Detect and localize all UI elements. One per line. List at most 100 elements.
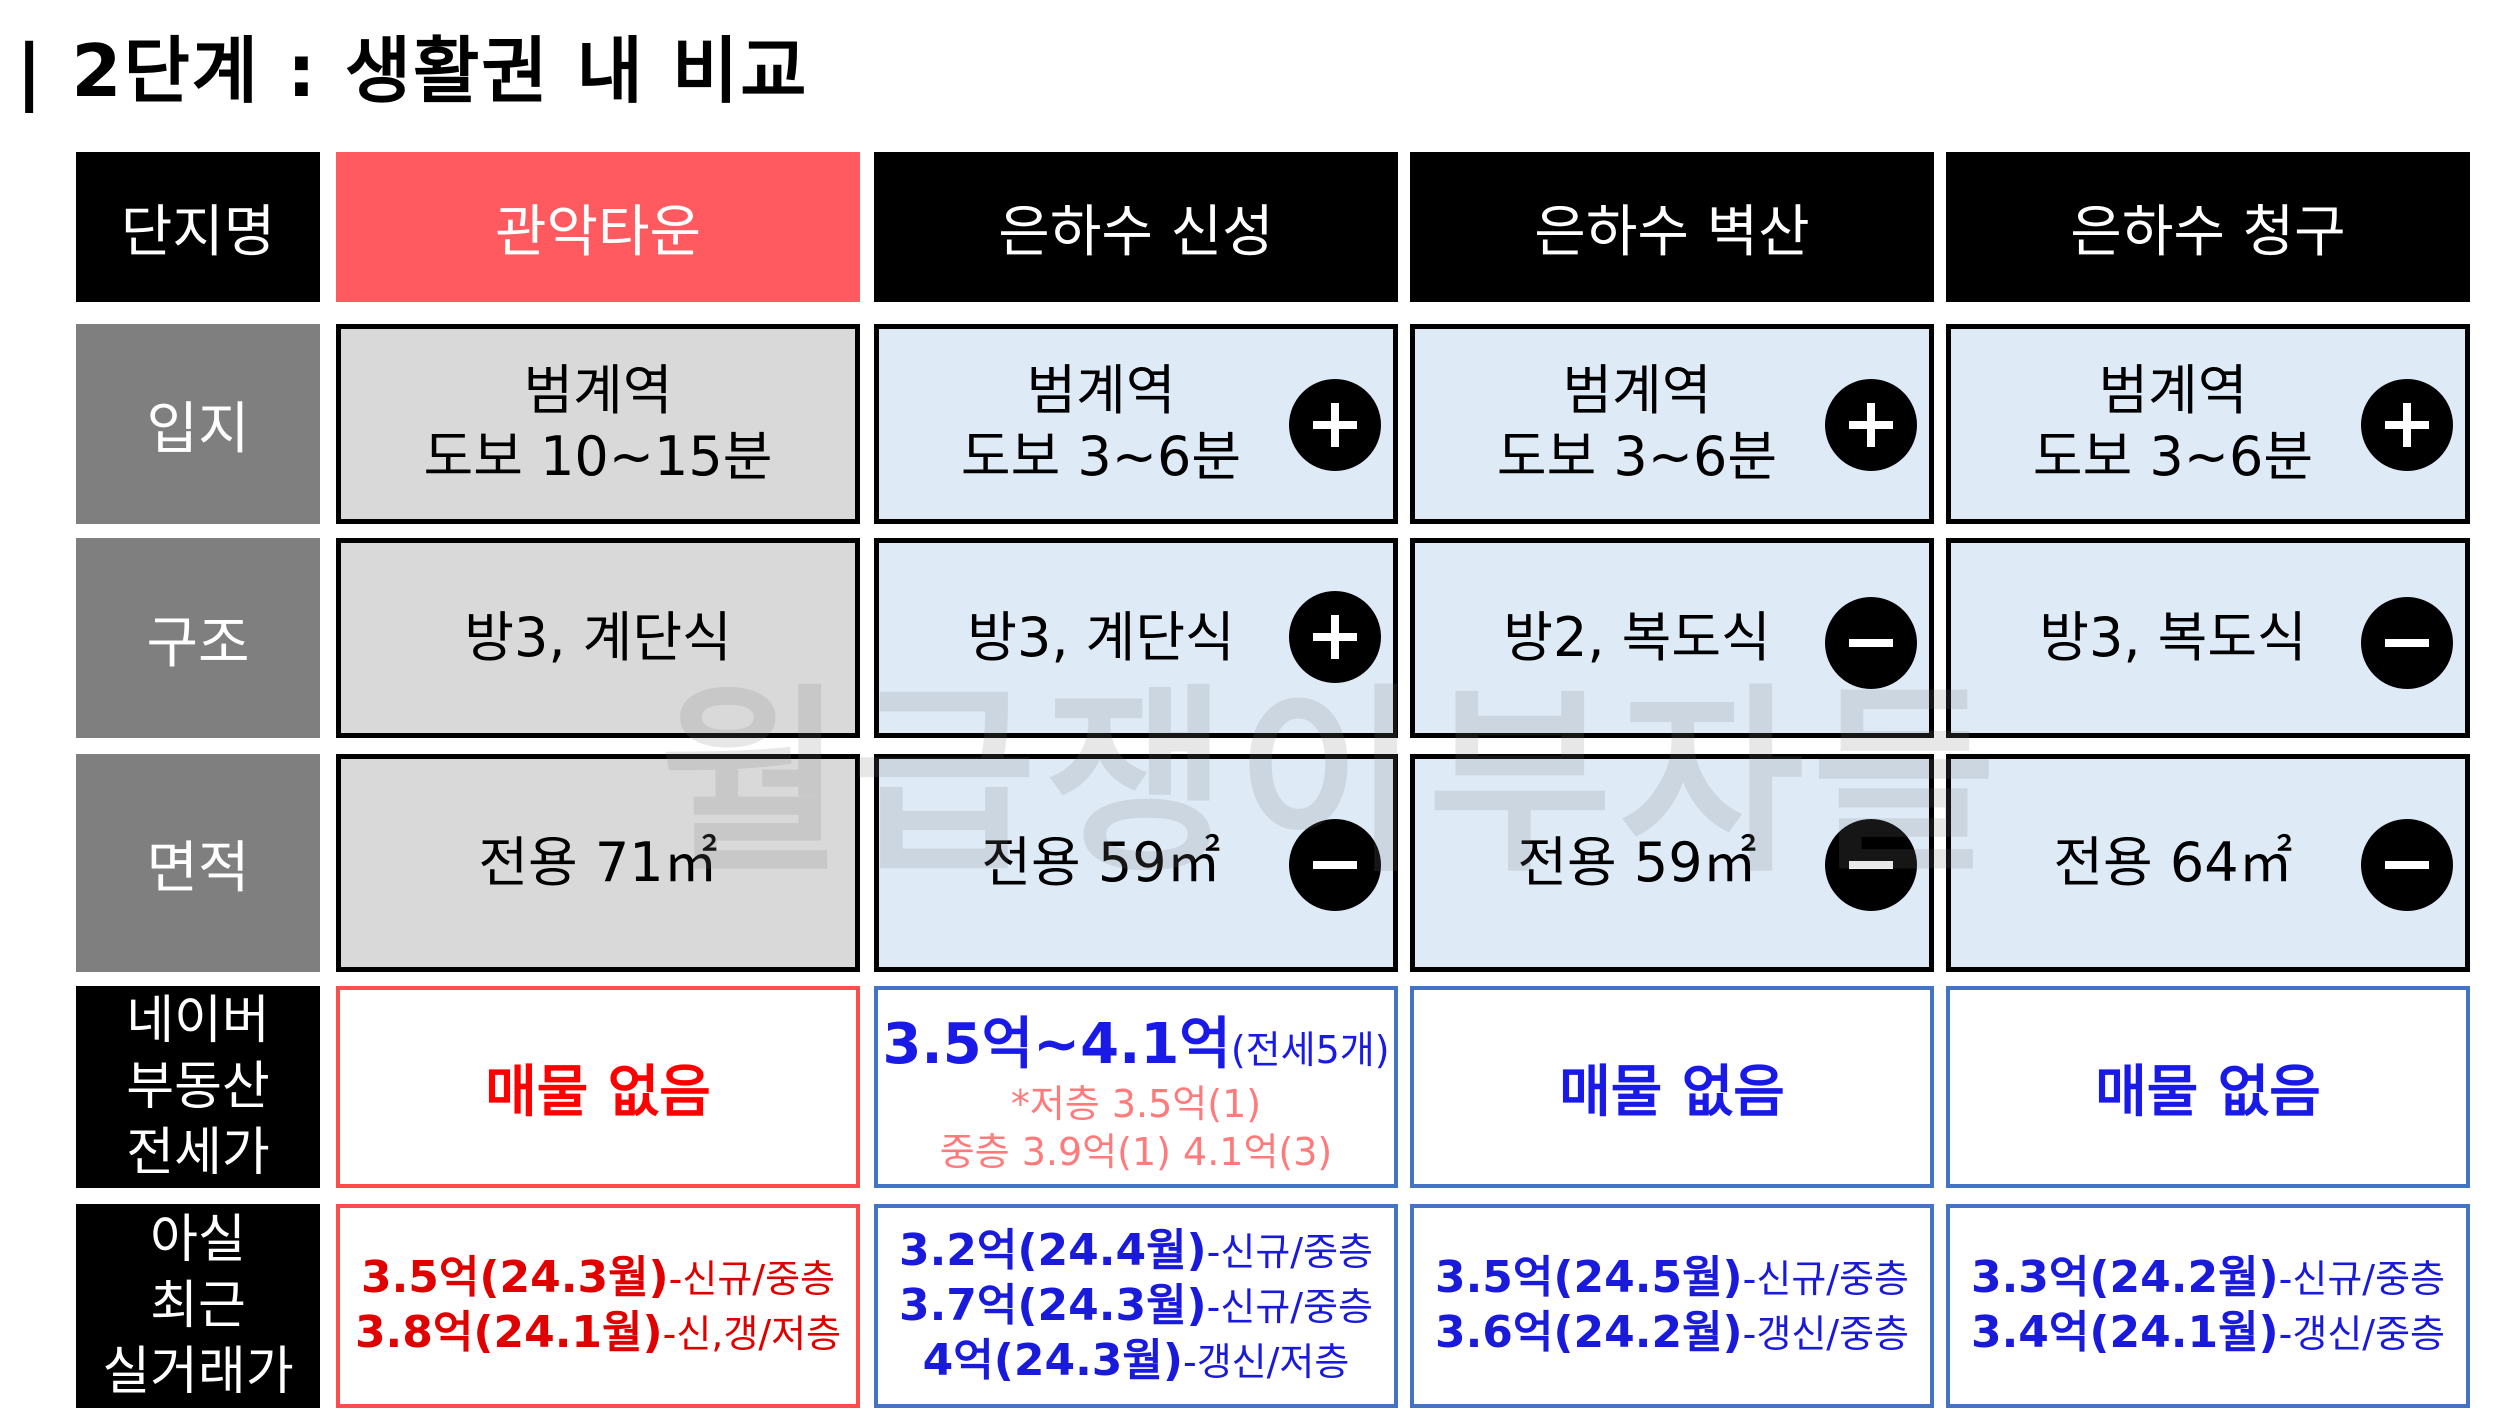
location-line1: 범계역 [1026, 359, 1176, 422]
area-cell-0: 전용 71㎡ [336, 754, 860, 972]
minus-circle-icon [1825, 597, 1917, 689]
area-text: 전용 59㎡ [981, 831, 1221, 894]
row-label-text: 면적 [146, 835, 250, 901]
deal-note: -신규/중층 [668, 1257, 836, 1301]
structure-cell-3: 방3, 복도식 [1946, 538, 2470, 738]
naver-range-main: 3.5억~4.1억 [882, 1011, 1231, 1077]
row-label-line: 부동산 [126, 1057, 270, 1117]
deal-price: 3.3억(24.2월) [1970, 1252, 2279, 1303]
header-col-text: 관악타운 [494, 199, 702, 265]
row-label-area: 면적 [76, 754, 320, 972]
location-cell-1: 범계역 도보 3~6분 [874, 324, 1398, 524]
structure-cell-0: 방3, 계단식 [336, 538, 860, 738]
deal-note: -신규/중층 [1206, 1284, 1374, 1329]
deals-cell-2: 3.5억(24.5월)-신규/중층 3.6억(24.2월)-갱신/중층 [1410, 1204, 1934, 1408]
area-text: 전용 59㎡ [1517, 831, 1757, 894]
naver-cell-1: 3.5억~4.1억(전세5개) *저층 3.5억(1) 중층 3.9억(1) 4… [874, 986, 1398, 1188]
header-label: 단지명 [76, 152, 320, 302]
deal-line: 3.8억(24.1월)-신,갱/저층 [355, 1306, 841, 1361]
area-text: 전용 64㎡ [2053, 831, 2293, 894]
plus-circle-icon [2361, 379, 2453, 471]
deal-price: 3.5억(24.3월) [360, 1252, 669, 1303]
deal-line: 3.5억(24.3월)-신규/중층 [361, 1251, 835, 1306]
row-label-location: 입지 [76, 324, 320, 524]
deal-note: -신규/중층 [2278, 1257, 2446, 1301]
plus-circle-icon [1289, 591, 1381, 683]
location-text: 범계역 도보 3~6분 [2033, 358, 2313, 490]
naver-cell-2: 매물 없음 [1410, 986, 1934, 1188]
location-cell-3: 범계역 도보 3~6분 [1946, 324, 2470, 524]
deals-cell-0: 3.5억(24.3월)-신규/중층 3.8억(24.1월)-신,갱/저층 [336, 1204, 860, 1408]
row-label-line: 아실 [150, 1210, 246, 1270]
deals-cell-3: 3.3억(24.2월)-신규/중층 3.4억(24.1월)-갱신/중층 [1946, 1204, 2470, 1408]
structure-cell-1: 방3, 계단식 [874, 538, 1398, 738]
naver-no-listing: 매물 없음 [2095, 1059, 2321, 1125]
structure-cell-2: 방2, 복도식 [1410, 538, 1934, 738]
deal-line: 3.5억(24.5월)-신규/중층 [1435, 1251, 1909, 1306]
header-col-text: 은하수 청구 [2070, 199, 2346, 265]
row-label-line: 최근 [150, 1276, 246, 1336]
location-line1: 범계역 [523, 359, 673, 422]
location-line1: 범계역 [1562, 359, 1712, 422]
header-col-gwanak: 관악타운 [336, 152, 860, 302]
minus-circle-icon [1825, 819, 1917, 911]
location-cell-0: 범계역 도보 10~15분 [336, 324, 860, 524]
naver-cell-0: 매물 없음 [336, 986, 860, 1188]
area-cell-1: 전용 59㎡ [874, 754, 1398, 972]
deal-note: -갱신/중층 [2278, 1312, 2446, 1356]
plus-circle-icon [1825, 379, 1917, 471]
page-title: | 2단계 : 생활권 내 비교 [16, 29, 809, 113]
naver-range: 3.5억~4.1억(전세5개) [882, 999, 1389, 1080]
deal-price: 3.6억(24.2월) [1434, 1307, 1743, 1358]
area-text: 전용 71㎡ [478, 831, 718, 894]
deal-note: -갱신/중층 [1742, 1312, 1910, 1356]
deal-price: 3.4억(24.1월) [1970, 1307, 2279, 1358]
deals-cell-1: 3.2억(24.4월)-신규/중층 3.7억(24.3월)-신규/중층 4억(2… [874, 1204, 1398, 1408]
header-col-text: 은하수 신성 [998, 199, 1274, 265]
deal-price: 3.7억(24.3월) [898, 1279, 1207, 1331]
row-label-structure: 구조 [76, 538, 320, 738]
location-text: 범계역 도보 3~6분 [1497, 358, 1777, 490]
area-cell-2: 전용 59㎡ [1410, 754, 1934, 972]
minus-circle-icon [1289, 819, 1381, 911]
structure-text: 방3, 계단식 [464, 606, 732, 669]
location-line1: 범계역 [2098, 359, 2248, 422]
location-cell-2: 범계역 도보 3~6분 [1410, 324, 1934, 524]
deal-price: 3.8억(24.1월) [354, 1307, 663, 1358]
deal-line: 3.2억(24.4월)-신규/중층 [899, 1224, 1373, 1279]
naver-no-listing: 매물 없음 [485, 1059, 711, 1125]
location-line2: 도보 10~15분 [423, 425, 773, 488]
deal-note: -신,갱/저층 [662, 1312, 842, 1356]
minus-circle-icon [2361, 819, 2453, 911]
naver-range-note: (전세5개) [1230, 1027, 1390, 1072]
location-line2: 도보 3~6분 [960, 425, 1242, 488]
header-col-byeoksan: 은하수 벽산 [1410, 152, 1934, 302]
deal-line: 3.4억(24.1월)-갱신/중층 [1971, 1306, 2445, 1361]
naver-sub-line: 중층 3.9억(1) 4.1억(3) [939, 1129, 1333, 1174]
naver-cell-3: 매물 없음 [1946, 986, 2470, 1188]
plus-circle-icon [1289, 379, 1381, 471]
minus-circle-icon [2361, 597, 2453, 689]
location-line2: 도보 3~6분 [1496, 425, 1778, 488]
location-text: 범계역 도보 10~15분 [424, 358, 773, 490]
deal-price: 3.5억(24.5월) [1434, 1252, 1743, 1303]
row-label-text: 입지 [146, 396, 250, 462]
deal-price: 4억(24.3월) [922, 1334, 1183, 1386]
row-label-text: 구조 [146, 610, 250, 676]
location-line2: 도보 3~6분 [2032, 425, 2314, 488]
deal-note: -신규/중층 [1742, 1257, 1910, 1301]
row-label-naver: 네이버 부동산 전세가 [76, 986, 320, 1188]
deal-note: -갱신/저층 [1183, 1339, 1350, 1384]
header-col-text: 은하수 벽산 [1534, 199, 1810, 265]
row-label-deals: 아실 최근 실거래가 [76, 1204, 320, 1408]
structure-text: 방2, 복도식 [1503, 606, 1771, 669]
header-label-text: 단지명 [120, 199, 276, 265]
structure-text: 방3, 계단식 [967, 606, 1235, 669]
area-cell-3: 전용 64㎡ [1946, 754, 2470, 972]
deal-line: 3.3억(24.2월)-신규/중층 [1971, 1251, 2445, 1306]
deal-line: 3.7억(24.3월)-신규/중층 [899, 1279, 1373, 1334]
naver-no-listing: 매물 없음 [1559, 1059, 1785, 1125]
row-label-line: 네이버 [126, 991, 270, 1051]
deal-line: 3.6억(24.2월)-갱신/중층 [1435, 1306, 1909, 1361]
header-col-cheonggu: 은하수 청구 [1946, 152, 2470, 302]
